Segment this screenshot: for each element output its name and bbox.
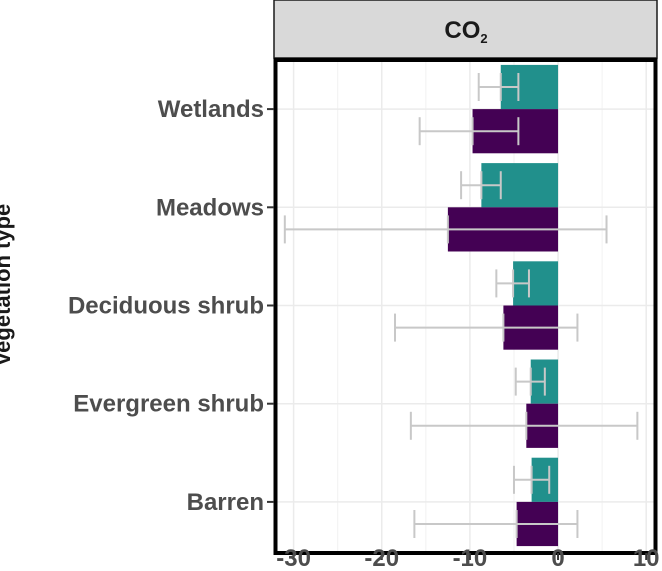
x-tick-label: 10 <box>633 545 660 571</box>
x-tick-label: 0 <box>551 545 564 571</box>
y-axis-title: Vegetation type <box>0 204 15 367</box>
x-tick-label: -10 <box>453 545 488 571</box>
axes: -30 -20 -10 0 10 Wetlands Meadows Deciduous shr… <box>68 96 660 571</box>
y-tick-label: Barren <box>187 489 264 516</box>
grid <box>276 60 655 551</box>
y-axis-title-group: Vegetation type <box>0 204 15 367</box>
facet-title-main: CO <box>444 17 480 44</box>
x-tick-label: -20 <box>364 545 399 571</box>
panel-border <box>273 58 658 555</box>
y-tick-label: Wetlands <box>158 96 264 123</box>
y-tick-label: Evergreen shrub <box>73 391 264 418</box>
y-tick-label: Meadows <box>156 194 264 221</box>
facet-title-subscript: 2 <box>480 31 487 46</box>
facet-strip <box>273 0 658 59</box>
y-tick-label: Deciduous shrub <box>68 293 264 320</box>
x-tick-label: -30 <box>276 545 311 571</box>
error-bars <box>283 73 639 538</box>
facet-title: CO2 <box>444 17 487 46</box>
